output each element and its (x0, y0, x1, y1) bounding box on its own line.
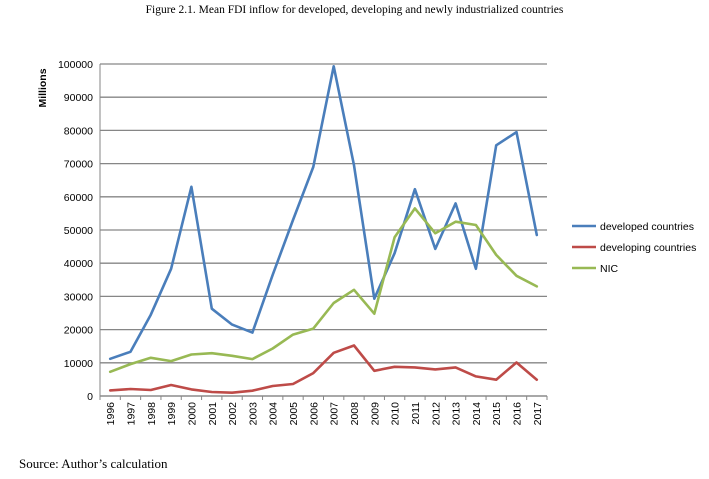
series-line-0 (108, 65, 539, 361)
series-line-2 (108, 207, 539, 374)
x-tick-label: 2005 (288, 402, 300, 426)
x-tick-label: 2001 (207, 402, 219, 426)
x-tick-label: 2003 (247, 402, 259, 426)
x-tick-label: 1999 (166, 402, 178, 426)
x-tick-label: 2011 (410, 402, 422, 425)
x-tick-label: 1997 (125, 402, 137, 426)
x-tick-label: 2013 (451, 402, 463, 426)
x-tick-label: 2000 (186, 402, 198, 426)
x-tick-label: 2015 (491, 402, 503, 426)
x-tick-label: 2008 (349, 402, 361, 426)
y-tick-label: 100000 (58, 59, 93, 71)
legend-label: NIC (600, 263, 619, 275)
y-tick-label: 10000 (64, 358, 93, 370)
x-tick-label: 2002 (227, 402, 239, 426)
x-tick-label: 2004 (268, 402, 280, 426)
y-tick-label: 0 (87, 391, 93, 403)
legend-label: developing countries (600, 242, 696, 254)
y-tick-label: 20000 (64, 325, 93, 337)
y-tick-label: 60000 (64, 192, 93, 204)
x-tick-label: 2010 (390, 402, 402, 426)
y-tick-label: 40000 (64, 258, 93, 270)
x-tick-label: 1996 (105, 402, 117, 426)
series-line-1 (108, 344, 539, 395)
x-tick-label: 2016 (512, 402, 524, 426)
x-tick-label: 2007 (329, 402, 341, 426)
x-tick-label: 1998 (146, 402, 158, 426)
x-tick-label: 2014 (471, 402, 483, 426)
x-tick-label: 2017 (532, 402, 544, 426)
x-tick-label: 2009 (369, 402, 381, 426)
y-tick-label: 50000 (64, 225, 93, 237)
y-tick-label: 70000 (64, 159, 93, 171)
y-tick-label: 30000 (64, 291, 93, 303)
x-tick-label: 2012 (430, 402, 442, 426)
x-tick-label: 2006 (308, 402, 320, 426)
source-note: Source: Author’s calculation (19, 456, 168, 471)
figure-caption: Figure 2.1. Mean FDI inflow for develope… (145, 4, 564, 16)
y-tick-label: 80000 (64, 125, 93, 137)
legend-label: developed countries (600, 221, 694, 233)
y-axis-label: Millions (37, 68, 49, 107)
y-tick-label: 90000 (64, 92, 93, 104)
